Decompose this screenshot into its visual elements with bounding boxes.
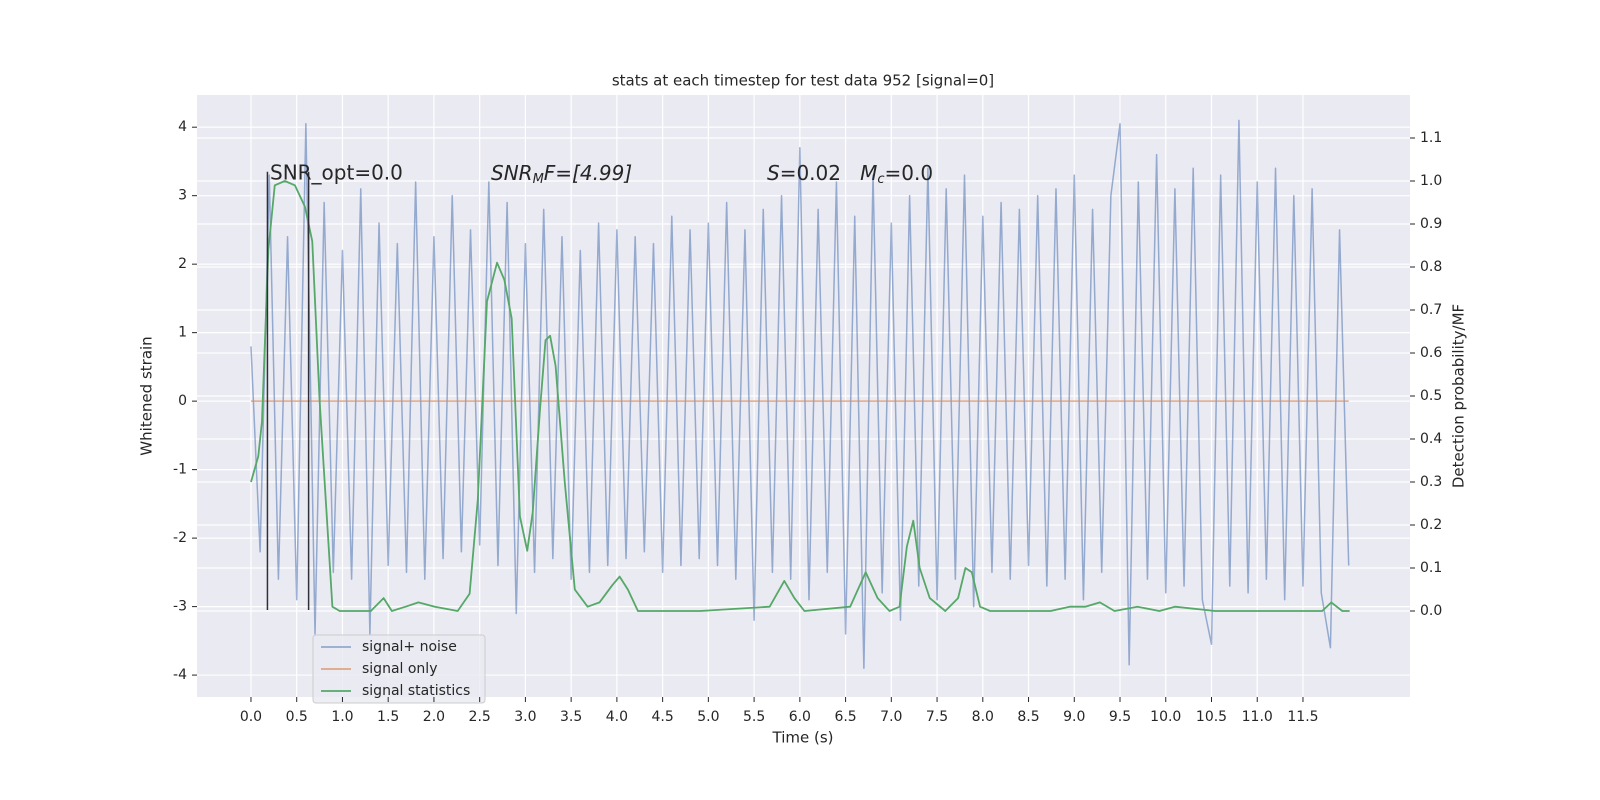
y2-tick-label: 0.7	[1420, 302, 1442, 318]
x-tick-label: 9.0	[1063, 709, 1085, 725]
y-tick-label: 4	[178, 119, 187, 135]
x-tick-label: 0.5	[286, 709, 308, 725]
y2-axis-label: Detection probability/MF	[1450, 304, 1468, 488]
y2-tick-label: 0.0	[1420, 603, 1442, 619]
y2-tick-label: 0.2	[1420, 517, 1442, 533]
annotation-part: F=[4.99]	[544, 161, 632, 185]
x-tick-label: 6.5	[834, 709, 856, 725]
x-tick-label: 3.0	[514, 709, 536, 725]
annotation-part: =0.02	[780, 161, 860, 185]
series-line	[250, 119, 1350, 669]
series-line	[250, 180, 1350, 612]
annotation-sub: M	[533, 172, 544, 187]
annotation-part: =0.0	[885, 161, 934, 185]
y2-tick-label: 1.0	[1420, 173, 1442, 189]
y2-tick-label: 0.4	[1420, 431, 1442, 447]
annotation-sub: c	[877, 172, 884, 187]
y-tick-label: 2	[178, 256, 187, 272]
x-tick-label: 10.0	[1150, 709, 1181, 725]
y2-tick-label: 0.9	[1420, 216, 1442, 232]
x-axis-label: Time (s)	[772, 729, 834, 747]
x-tick-label: 1.5	[377, 709, 399, 725]
x-tick-label: 4.0	[606, 709, 628, 725]
annotation: SNRMF=[4.99]	[491, 161, 632, 187]
annotation-part: S	[767, 161, 780, 185]
x-tick-label: 4.5	[651, 709, 673, 725]
x-tick-label: 3.5	[560, 709, 582, 725]
y2-tick-label: 0.3	[1420, 474, 1442, 490]
legend-label: signal statistics	[362, 683, 470, 699]
x-tick-label: 11.5	[1287, 709, 1318, 725]
x-tick-label: 11.0	[1242, 709, 1273, 725]
y-tick-label: 1	[178, 325, 187, 341]
x-tick-label: 8.0	[972, 709, 994, 725]
legend-label: signal+ noise	[362, 639, 457, 655]
y2-tick-label: 1.1	[1420, 130, 1442, 146]
x-tick-label: 8.5	[1017, 709, 1039, 725]
y2-tick-label: 0.1	[1420, 560, 1442, 576]
y-tick-label: -2	[173, 530, 187, 546]
legend-box	[312, 634, 486, 704]
x-tick-label: 5.0	[697, 709, 719, 725]
y-tick-label: 0	[178, 393, 187, 409]
x-tick-label: 2.0	[423, 709, 445, 725]
x-tick-label: 1.0	[331, 709, 353, 725]
annotation: SNR_opt=0.0	[270, 161, 403, 185]
x-tick-label: 2.5	[469, 709, 491, 725]
annotation-part: M	[860, 161, 877, 185]
y-tick-label: 3	[178, 188, 187, 204]
x-tick-label: 10.5	[1196, 709, 1227, 725]
y-tick-label: -4	[173, 667, 187, 683]
annotation-part: SNR	[491, 161, 533, 185]
x-tick-label: 5.5	[743, 709, 765, 725]
legend-label: signal only	[362, 661, 437, 677]
y2-tick-label: 0.6	[1420, 345, 1442, 361]
y-axis-label: Whitened strain	[138, 336, 156, 455]
y-tick-label: -3	[173, 599, 187, 615]
x-tick-label: 7.0	[880, 709, 902, 725]
y2-tick-label: 0.5	[1420, 388, 1442, 404]
chart-title: stats at each timestep for test data 952…	[612, 72, 994, 90]
annotation: S=0.02 Mc=0.0	[767, 161, 933, 187]
x-tick-label: 6.0	[789, 709, 811, 725]
y2-tick-label: 0.8	[1420, 259, 1442, 275]
x-tick-label: 7.5	[926, 709, 948, 725]
y-tick-label: -1	[173, 462, 187, 478]
x-tick-label: 9.5	[1109, 709, 1131, 725]
x-tick-label: 0.0	[240, 709, 262, 725]
